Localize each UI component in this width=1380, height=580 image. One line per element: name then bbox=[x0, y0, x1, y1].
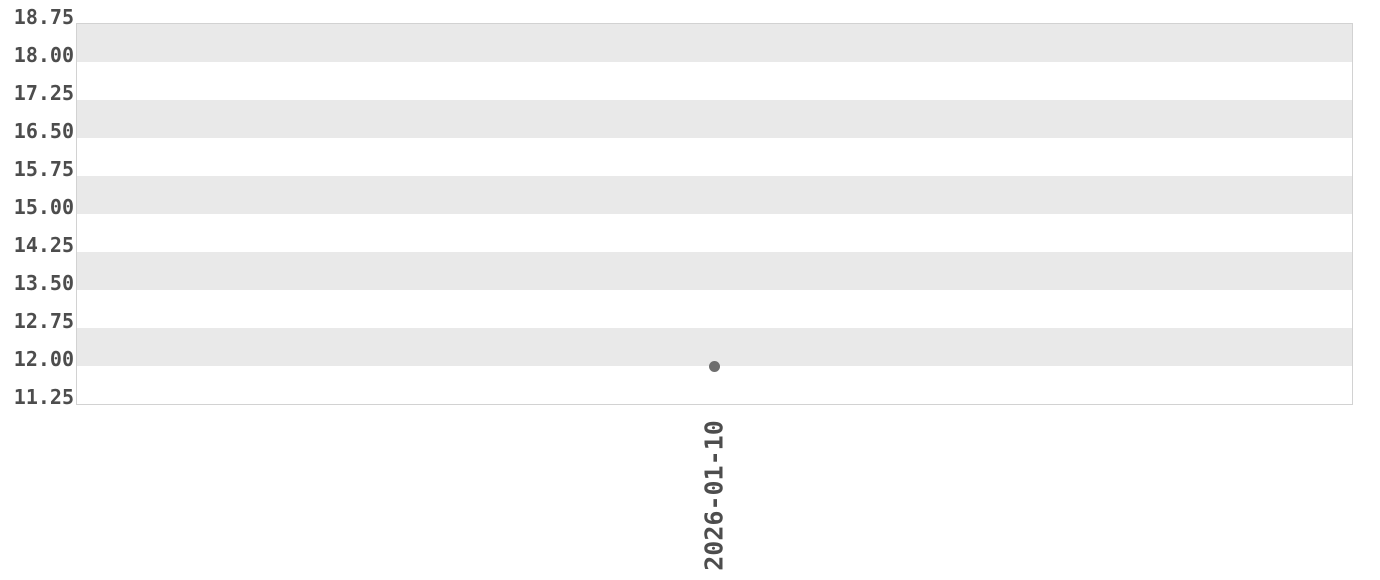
y-tick-label: 18.00 bbox=[13, 43, 74, 67]
y-tick-label: 15.75 bbox=[13, 157, 74, 181]
y-tick-label: 14.25 bbox=[13, 233, 74, 257]
y-tick-label: 12.75 bbox=[13, 309, 74, 333]
x-axis-tick-label: 2026-01-10 bbox=[699, 420, 729, 571]
y-tick-label: 17.25 bbox=[13, 81, 74, 105]
y-tick-label: 11.25 bbox=[13, 385, 74, 409]
y-tick-label: 16.50 bbox=[13, 119, 74, 143]
y-tick-label: 12.00 bbox=[13, 347, 74, 371]
y-tick-label: 18.75 bbox=[13, 5, 74, 29]
y-tick-label: 13.50 bbox=[13, 271, 74, 295]
data-point bbox=[709, 360, 720, 372]
y-tick-label: 15.00 bbox=[13, 195, 74, 219]
plot-area bbox=[76, 23, 1353, 405]
